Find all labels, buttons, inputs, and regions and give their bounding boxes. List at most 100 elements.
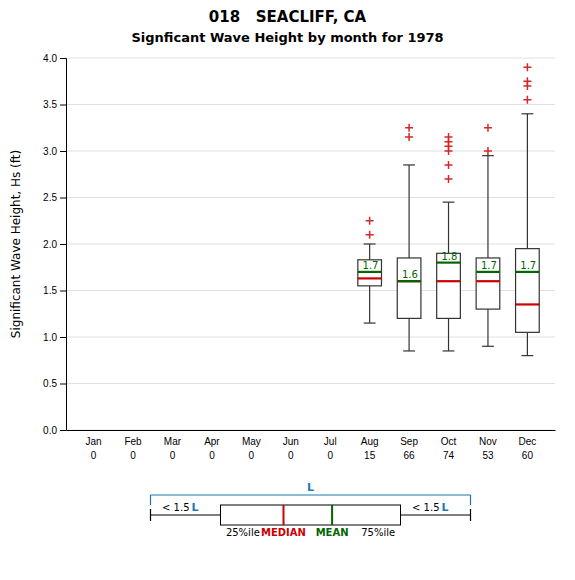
flier <box>484 147 492 155</box>
whisker-high <box>527 114 528 249</box>
x-tick-label: Aug <box>361 436 379 447</box>
flier <box>523 77 531 85</box>
legend-key: < 1.5 L< 1.5 LL25%ileMEDIANMEAN75%ile <box>151 481 471 538</box>
x-tick-label: Jan <box>86 436 102 447</box>
key-q1-label: 25%ile <box>226 527 260 538</box>
whisker-cap-low <box>482 346 494 347</box>
whisker-cap-high <box>482 155 494 156</box>
whisker-high <box>408 165 409 258</box>
x-tick: May 0 <box>242 436 261 461</box>
grid-line <box>66 244 555 245</box>
x-tick: Sep66 <box>400 436 418 461</box>
key-bracket <box>151 494 471 495</box>
y-tick: 2.5 <box>43 192 66 203</box>
series-line-0 <box>437 280 461 282</box>
x-tick: Oct 74 <box>441 436 457 461</box>
y-axis-title: Significant Wave Height, Hs (ft) <box>9 150 23 338</box>
x-tick-label: Mar <box>164 436 182 447</box>
grid-line <box>66 430 555 431</box>
whisker-cap-high <box>364 243 376 244</box>
x-tick: Dec60 <box>518 436 536 461</box>
x-tick: Feb 0 <box>124 436 142 461</box>
whisker-low <box>408 318 409 351</box>
y-tick-mark <box>60 151 66 152</box>
key-box <box>221 505 401 525</box>
whisker-cap-low <box>364 322 376 323</box>
y-tick-mark <box>60 58 66 59</box>
x-tick: Jan 0 <box>86 436 102 461</box>
flier <box>523 63 531 71</box>
x-tick-label: Feb <box>124 436 142 447</box>
marks <box>358 63 539 355</box>
y-tick-label: 2.0 <box>43 239 57 250</box>
x-tick-count: 15 <box>364 450 376 461</box>
key-whisker-right <box>401 514 471 515</box>
x-tick-count: 0 <box>327 450 333 461</box>
whisker-cap-high <box>403 164 415 165</box>
x-tick-count: 0 <box>170 450 176 461</box>
x-tick-label: Jul <box>324 436 337 447</box>
key-cap-left <box>150 509 151 521</box>
flier <box>445 161 453 169</box>
flier <box>405 133 413 141</box>
whisker-low <box>369 286 370 323</box>
y-tick-label: 0.0 <box>43 425 57 436</box>
key-unit-label: L <box>307 481 314 494</box>
key-range-label: < 1.5 <box>162 502 189 513</box>
y-tick-mark <box>60 337 66 338</box>
x-axis: Jan0Feb0Mar0Apr0May0Jun0Jul0Aug15Sep66Oc… <box>67 431 556 462</box>
box <box>358 260 382 286</box>
x-tick-label: May <box>242 436 261 447</box>
x-tick-count: 0 <box>209 450 215 461</box>
x-tick-count: 74 <box>443 450 455 461</box>
x-tick: Jul 0 <box>324 436 337 461</box>
y-tick: 1.5 <box>43 285 66 296</box>
whisker-cap-low <box>521 355 533 356</box>
data-label: 1.8 <box>441 251 457 262</box>
grid <box>66 58 555 430</box>
series-line-0 <box>516 303 540 305</box>
x-tick-count: 0 <box>130 450 136 461</box>
series-line-1 <box>476 271 500 273</box>
series-line-0 <box>397 280 421 282</box>
y-axis: 0.0 0.5 1.0 1.5 2.0 2.5 3.0 3.5 4.0 <box>43 53 66 436</box>
y-tick-label: 1.0 <box>43 332 57 343</box>
flier <box>366 231 374 239</box>
y-tick-mark <box>60 384 66 385</box>
data-label: 1.6 <box>402 269 418 280</box>
x-tick: Apr0 <box>204 436 220 461</box>
y-tick: 4.0 <box>43 53 66 64</box>
flier <box>366 217 374 225</box>
y-tick: 0.5 <box>43 378 66 389</box>
y-tick: 3.0 <box>43 146 66 157</box>
y-tick-label: 1.5 <box>43 285 57 296</box>
key-bracket-right <box>470 495 471 505</box>
x-tick-count: 0 <box>249 450 255 461</box>
flier <box>445 133 453 141</box>
whisker-cap-high <box>521 113 533 114</box>
grid-line <box>66 151 555 152</box>
key-bracket-left <box>150 495 151 505</box>
x-tick: Jun0 <box>283 436 299 461</box>
key-q3-label: 75%ile <box>361 527 395 538</box>
x-tick-count: 0 <box>91 450 97 461</box>
y-tick-label: 3.5 <box>43 99 57 110</box>
whisker-high <box>487 156 488 258</box>
x-tick-label: Nov <box>479 436 497 447</box>
x-tick-label: Oct <box>441 436 457 447</box>
data-labels: 1.71.61.81.71.7 <box>363 251 537 281</box>
whisker-low <box>527 332 528 355</box>
data-label: 1.7 <box>363 260 379 271</box>
axis-line <box>60 59 67 431</box>
y-tick-mark <box>60 105 66 106</box>
legend-entry: MEAN <box>316 527 349 538</box>
series-line-0 <box>476 280 500 282</box>
y-tick-label: 0.5 <box>43 378 57 389</box>
key-cap-right <box>470 509 471 521</box>
flier <box>445 175 453 183</box>
x-tick-count: 60 <box>522 450 534 461</box>
key-whisker-left <box>151 514 221 515</box>
data-label: 1.7 <box>481 260 497 271</box>
key-unit-label: L <box>442 501 449 514</box>
box <box>476 258 500 309</box>
